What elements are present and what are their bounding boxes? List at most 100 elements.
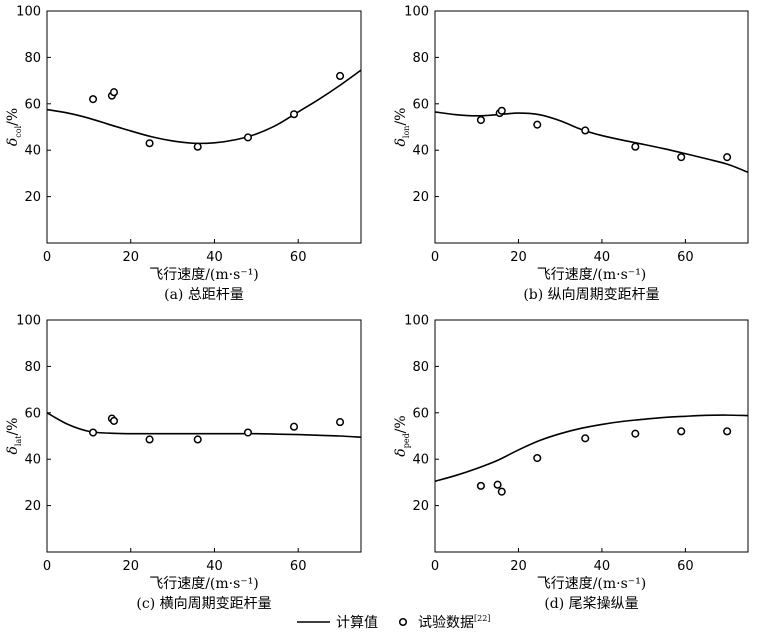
x-tick-label: 20: [510, 559, 527, 574]
x-axis-label: 飞行速度/(m·s⁻¹): [149, 267, 259, 283]
y-tick-label: 80: [24, 51, 41, 66]
y-axis-label: δlat/%: [5, 417, 23, 454]
chart-panel-2: 0 20 40 60 20 40 60 80 100 飞行速度/(m·s⁻¹) (b) 纵向周期变距…: [393, 5, 749, 303]
y-tick-label: 60: [24, 97, 41, 112]
y-axis-label: δlon/%: [393, 108, 411, 147]
y-tick-label: 100: [404, 5, 429, 20]
y-tick-label: 40: [412, 453, 429, 468]
x-axis-label: 飞行速度/(m·s⁻¹): [537, 576, 647, 592]
x-tick-label: 40: [206, 559, 223, 574]
plot-frame: [434, 10, 749, 244]
x-axis-label: 飞行速度/(m·s⁻¹): [149, 576, 259, 592]
data-point-test: [723, 153, 732, 162]
legend-marker-label: 试验数据[22]: [418, 614, 490, 631]
x-tick-label: 0: [43, 250, 51, 265]
chart-panel-4: 0 20 40 60 20 40 60 80 100 飞行速度/(m·s⁻¹) (d) 尾桨操纵量 δ…: [393, 314, 749, 612]
y-tick-label: 20: [412, 190, 429, 205]
y-tick-label: 60: [24, 406, 41, 421]
y-axis-unit: /%: [393, 108, 409, 126]
data-point-test: [533, 120, 542, 129]
y-axis-symbol: δ: [5, 446, 21, 454]
series-line-computed: [434, 414, 749, 483]
legend-marker-text: 试验数据: [418, 615, 474, 631]
y-tick-label: 80: [412, 360, 429, 375]
x-tick-label: 0: [431, 559, 439, 574]
y-tick-label: 40: [412, 144, 429, 159]
y-tick-label: 80: [412, 51, 429, 66]
x-axis-label: 飞行速度/(m·s⁻¹): [537, 267, 647, 283]
y-axis-subscript: lat: [14, 435, 23, 446]
data-point-test: [89, 428, 98, 437]
data-point-test: [581, 434, 590, 443]
data-point-test: [493, 480, 502, 489]
y-axis-label: δcol/%: [5, 108, 23, 146]
data-point-test: [145, 435, 154, 444]
y-axis-subscript: lon: [402, 126, 411, 139]
y-axis-symbol: δ: [5, 138, 21, 146]
data-point-test: [476, 115, 485, 125]
x-tick-label: 20: [510, 250, 527, 265]
legend-marker-swatch: [398, 617, 408, 627]
data-point-test: [193, 435, 202, 444]
data-point-test: [145, 139, 154, 148]
data-point-test: [677, 153, 686, 162]
y-axis-subscript: ped: [402, 433, 411, 448]
y-tick-label: 40: [24, 453, 41, 468]
y-tick-label: 100: [16, 5, 41, 20]
data-point-test: [336, 71, 345, 81]
x-tick-label: 20: [122, 250, 139, 265]
y-axis-unit: /%: [393, 415, 409, 433]
x-tick-label: 60: [677, 559, 694, 574]
data-point-test: [631, 429, 640, 438]
plot-frame: [46, 319, 362, 553]
panel-caption: (b) 纵向周期变距杆量: [523, 287, 659, 303]
x-tick-label: 60: [290, 250, 307, 265]
data-point-test: [476, 481, 485, 490]
data-point-test: [677, 427, 686, 436]
y-tick-label: 100: [404, 314, 429, 329]
plot-frame: [434, 319, 749, 553]
chart-panel-3: 0 20 40 60 20 40 60 80 100 飞行速度/(m·s⁻¹) (c) 横向周期变距…: [5, 314, 362, 612]
data-point-test: [533, 453, 542, 463]
data-point-test: [631, 142, 640, 151]
panel-caption: (d) 尾桨操纵量: [544, 595, 638, 612]
y-axis-label: δped/%: [393, 415, 411, 456]
data-point-test: [289, 422, 299, 431]
x-tick-label: 60: [677, 250, 694, 265]
data-point-test: [336, 418, 345, 427]
y-axis-unit: /%: [5, 417, 21, 435]
data-point-test: [289, 110, 299, 119]
legend-line-label: 计算值: [336, 615, 378, 631]
x-tick-label: 40: [594, 250, 611, 265]
data-point-test: [723, 427, 732, 436]
data-point-test: [109, 88, 119, 97]
plot-frame: [46, 10, 362, 244]
x-tick-label: 20: [122, 559, 139, 574]
legend-marker-ref: [22]: [474, 614, 490, 623]
x-tick-label: 0: [43, 559, 51, 574]
data-point-test: [497, 106, 506, 115]
panel-caption: (c) 横向周期变距杆量: [136, 596, 271, 612]
y-tick-label: 100: [16, 314, 41, 329]
y-tick-label: 60: [412, 406, 429, 421]
y-tick-label: 60: [412, 97, 429, 112]
y-axis-symbol: δ: [393, 138, 409, 146]
x-tick-label: 40: [206, 250, 223, 265]
y-axis-symbol: δ: [393, 448, 409, 456]
data-point-test: [193, 142, 202, 151]
data-point-test: [243, 428, 253, 437]
y-tick-label: 20: [412, 499, 429, 514]
y-axis-subscript: col: [14, 125, 23, 137]
series-line-computed: [46, 412, 362, 438]
y-tick-label: 40: [24, 144, 41, 159]
y-tick-label: 20: [24, 190, 41, 205]
chart-panel-1: 0 20 40 60 20 40 60 80 100 飞行速度/(m·s⁻¹) (a) 总距杆量 δc…: [5, 5, 362, 303]
legend: 计算值 试验数据[22]: [297, 614, 490, 631]
panel-caption: (a) 总距杆量: [164, 287, 244, 303]
y-tick-label: 80: [24, 360, 41, 375]
data-point-test: [243, 133, 253, 142]
data-point-test: [581, 126, 590, 135]
y-tick-label: 20: [24, 499, 41, 514]
data-point-test: [109, 416, 119, 425]
